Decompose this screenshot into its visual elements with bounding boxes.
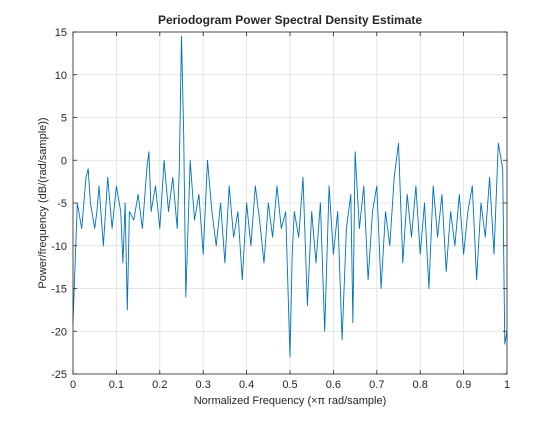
y-tick-label: -25 xyxy=(51,369,67,381)
y-axis-label: Power/frequency (dB/(rad/sample)) xyxy=(37,117,49,288)
x-tick-labels: 0 0.1 0.2 0.3 0.4 0.5 0.6 0.7 0.8 0.9 1 xyxy=(70,379,510,391)
x-tick-label: 0.9 xyxy=(456,379,471,391)
x-tick-label: 0.5 xyxy=(282,379,297,391)
y-tick-label: 5 xyxy=(61,113,67,125)
x-tick-label: 0.8 xyxy=(413,379,428,391)
psd-series-line xyxy=(72,35,508,358)
y-tick-label: -15 xyxy=(51,284,67,296)
y-tick-label: 15 xyxy=(55,27,67,39)
x-tick-label: 0.2 xyxy=(152,379,167,391)
x-tick-label: 0 xyxy=(70,379,76,391)
y-tick-label: -10 xyxy=(51,241,67,253)
chart-title: Periodogram Power Spectral Density Estim… xyxy=(158,13,422,27)
x-tick-label: 0.1 xyxy=(109,379,124,391)
y-tick-labels: 15 10 5 0 -5 -10 -15 -20 -25 xyxy=(51,27,67,381)
x-tick-label: 0.3 xyxy=(196,379,211,391)
x-axis-label: Normalized Frequency (×π rad/sample) xyxy=(194,395,387,407)
series-group xyxy=(72,35,508,358)
x-tick-label: 0.6 xyxy=(326,379,341,391)
y-tick-label: -5 xyxy=(57,198,67,210)
x-tick-label: 0.4 xyxy=(239,379,254,391)
x-tick-label: 0.7 xyxy=(369,379,384,391)
x-tick-label: 1 xyxy=(504,379,510,391)
y-tick-label: -20 xyxy=(51,326,67,338)
y-tick-label: 10 xyxy=(55,70,67,82)
y-tick-label: 0 xyxy=(61,155,67,167)
tick-marks xyxy=(72,31,508,375)
